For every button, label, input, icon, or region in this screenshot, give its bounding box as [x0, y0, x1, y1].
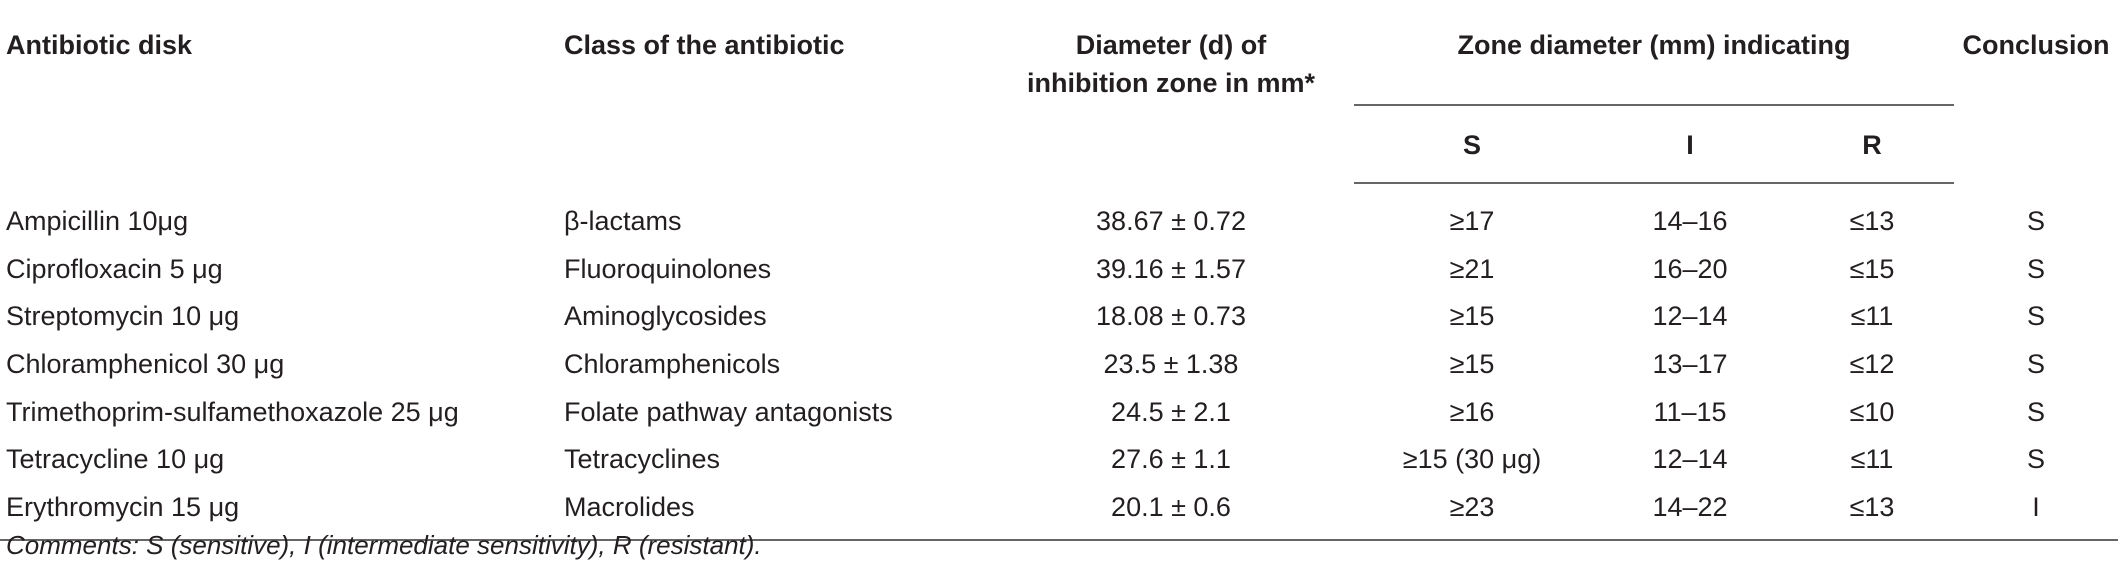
cell-i: 16–20 [1652, 253, 1728, 284]
cell-r: ≤10 [1849, 396, 1895, 427]
cell-disk: Tetracycline 10 μg [6, 444, 225, 475]
antibiotic-susceptibility-table: Antibiotic disk Class of the antibiotic … [0, 0, 2118, 542]
cell-i: 12–14 [1652, 444, 1728, 475]
cell-class: Macrolides [558, 483, 988, 542]
cell-diameter: 20.1 ± 0.6 [988, 483, 1354, 542]
cell-disk: Streptomycin 10 μg [6, 301, 240, 332]
cell-r: ≤15 [1849, 253, 1895, 284]
cell-class: Chloramphenicols [564, 349, 781, 380]
header-i: I [1590, 105, 1790, 184]
cell-s: ≥17 [1449, 206, 1495, 237]
table-row: Streptomycin 10 μg Aminoglycosides 18.08… [0, 293, 2118, 341]
cell-disk: Trimethoprim-sulfamethoxazole 25 μg [6, 396, 459, 427]
table-row: Erythromycin 15 μg Macrolides 20.1 ± 0.6… [0, 483, 2118, 542]
cell-r: ≤11 [1850, 301, 1894, 332]
cell-conclusion: S [2026, 253, 2045, 284]
table-row: Ciprofloxacin 5 μg Fluoroquinolones 39.1… [0, 246, 2118, 294]
cell-s: ≥21 [1449, 253, 1495, 284]
header-diameter: Diameter (d) of inhibition zone in mm* [988, 0, 1354, 183]
cell-i: 12–14 [1652, 301, 1728, 332]
cell-diameter: 18.08 ± 0.73 [1096, 301, 1246, 332]
header-zone-diameter: Zone diameter (mm) indicating [1354, 0, 1954, 106]
cell-r: ≤13 [1790, 483, 1954, 542]
header-s: S [1354, 105, 1590, 184]
cell-disk: Erythromycin 15 μg [0, 483, 558, 542]
cell-class: Tetracyclines [564, 444, 721, 475]
cell-disk: Chloramphenicol 30 μg [6, 349, 285, 380]
cell-s: ≥15 (30 μg) [1402, 444, 1542, 475]
header-diameter-line1: Diameter (d) of [1075, 30, 1267, 60]
table-body: Ampicillin 10μg β-lactams 38.67 ± 0.72 ≥… [0, 183, 2118, 542]
cell-s: ≥15 [1449, 301, 1495, 332]
cell-conclusion: S [2026, 396, 2045, 427]
cell-class: Aminoglycosides [564, 301, 767, 332]
header-diameter-line2: inhibition zone in mm* [1027, 68, 1315, 98]
cell-diameter: 24.5 ± 2.1 [1111, 396, 1231, 427]
table-comments: Comments: S (sensitive), I (intermediate… [6, 530, 762, 560]
cell-diameter: 23.5 ± 1.38 [1103, 349, 1239, 380]
cell-diameter: 39.16 ± 1.57 [1096, 253, 1246, 284]
cell-i: 13–17 [1652, 349, 1728, 380]
header-antibiotic-disk: Antibiotic disk [6, 30, 193, 60]
cell-i: 11–15 [1653, 396, 1727, 427]
table-row: Chloramphenicol 30 μg Chloramphenicols 2… [0, 341, 2118, 389]
cell-r: ≤13 [1849, 206, 1895, 237]
cell-conclusion: S [2026, 444, 2045, 475]
header-class: Class of the antibiotic [564, 30, 845, 60]
cell-conclusion: I [1954, 483, 2118, 542]
table-row: Trimethoprim-sulfamethoxazole 25 μg Fola… [0, 388, 2118, 436]
cell-disk: Ampicillin 10μg [6, 205, 189, 236]
cell-disk: Ciprofloxacin 5 μg [6, 253, 223, 284]
cell-class: Folate pathway antagonists [564, 396, 893, 427]
table-header: Antibiotic disk Class of the antibiotic … [0, 0, 2118, 184]
cell-class: Fluoroquinolones [564, 253, 772, 284]
cell-class: β-lactams [564, 205, 682, 236]
table-row: Ampicillin 10μg β-lactams 38.67 ± 0.72 ≥… [0, 183, 2118, 246]
cell-r: ≤12 [1849, 349, 1895, 380]
cell-s: ≥23 [1354, 483, 1590, 542]
cell-diameter: 27.6 ± 1.1 [1111, 444, 1231, 475]
table-row: Tetracycline 10 μg Tetracyclines 27.6 ± … [0, 436, 2118, 484]
cell-s: ≥15 [1449, 349, 1495, 380]
cell-r: ≤11 [1850, 444, 1894, 475]
header-r: R [1790, 105, 1954, 184]
cell-diameter: 38.67 ± 0.72 [1096, 205, 1246, 236]
cell-i: 14–22 [1590, 483, 1790, 542]
header-conclusion: Conclusion [1962, 30, 2110, 60]
cell-conclusion: S [2026, 349, 2045, 380]
cell-i: 14–16 [1652, 206, 1728, 237]
cell-s: ≥16 [1449, 396, 1495, 427]
cell-conclusion: S [2026, 205, 2045, 236]
cell-conclusion: S [2026, 301, 2045, 332]
